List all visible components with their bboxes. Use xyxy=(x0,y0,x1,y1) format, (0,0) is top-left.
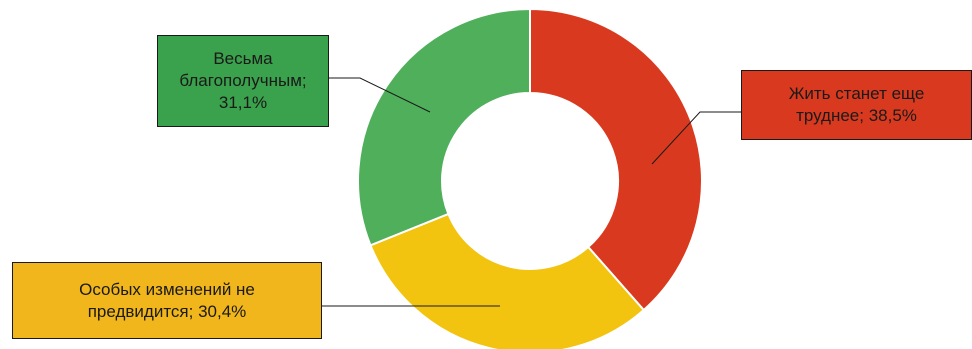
leader-lines xyxy=(322,77,741,307)
slice-red xyxy=(529,7,703,312)
donut-slices xyxy=(357,7,703,349)
leader-line-red xyxy=(651,111,741,165)
data-label-red-line1: Жить станет еще xyxy=(788,84,925,103)
data-label-yellow-line2: предвидится; 30,4% xyxy=(87,301,247,321)
leader-line-green xyxy=(329,77,431,113)
data-label-green-line3: 31,1% xyxy=(218,93,268,112)
data-label-green: Весьма благополучным; 31,1% xyxy=(157,35,329,127)
slice-yellow xyxy=(369,212,646,349)
data-label-yellow-line1: Особых изменений не xyxy=(79,279,255,299)
data-label-red: Жить станет еще труднее; 38,5% xyxy=(741,70,972,140)
data-label-red-line2: труднее; 38,5% xyxy=(796,106,917,125)
data-label-green-line1: Весьма xyxy=(213,49,273,68)
data-label-green-line2: благополучным; xyxy=(179,71,307,90)
data-label-yellow: Особых изменений не предвидится; 30,4% xyxy=(12,262,322,339)
slice-green xyxy=(357,7,531,247)
